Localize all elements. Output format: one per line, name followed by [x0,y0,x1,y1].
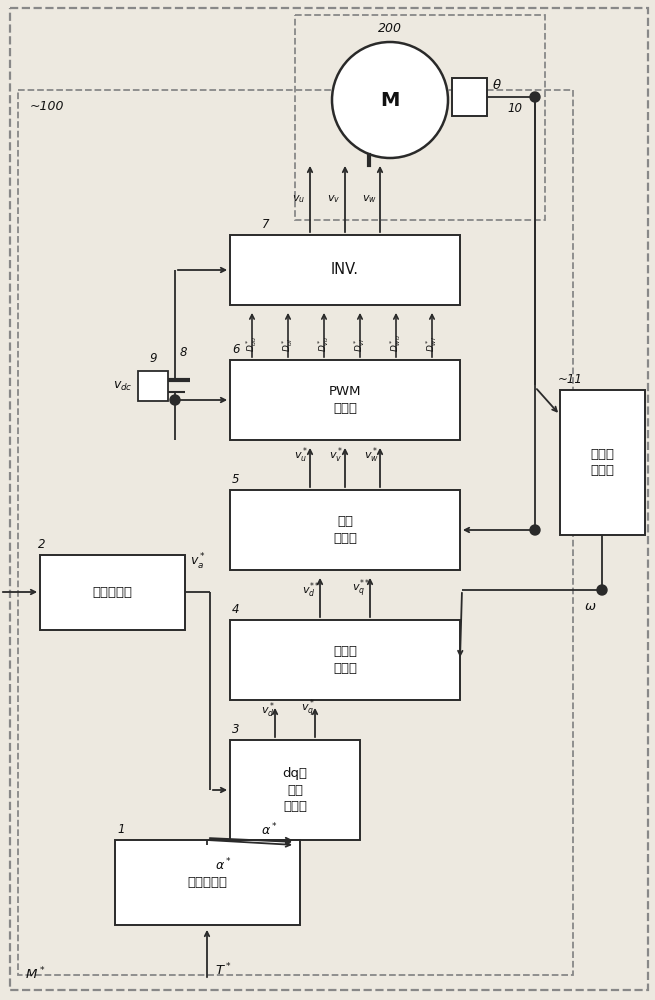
Bar [230,360,460,440]
Text: $D_{ul}^*$: $D_{ul}^*$ [280,337,295,352]
Text: 3: 3 [232,723,240,736]
Text: 稳定化
滤波器: 稳定化 滤波器 [333,645,357,675]
Text: $M^*$: $M^*$ [25,965,45,982]
Text: $v_d^*$: $v_d^*$ [261,700,275,720]
Bar [230,620,460,700]
Bar [295,15,545,220]
Text: $v_d^{**}$: $v_d^{**}$ [302,580,320,600]
Bar [18,90,573,975]
Text: 9: 9 [149,353,157,365]
Bar [230,740,360,840]
Circle shape [597,585,607,595]
Bar [230,490,460,570]
Text: PWM
变换器: PWM 变换器 [329,385,362,415]
Text: $\alpha^*$: $\alpha^*$ [261,822,278,838]
Text: $v_{dc}$: $v_{dc}$ [113,379,133,393]
Text: $D_{wl}^*$: $D_{wl}^*$ [424,336,440,352]
Text: $\alpha^*$: $\alpha^*$ [215,857,232,873]
Text: $v_q^{**}$: $v_q^{**}$ [352,578,370,600]
Text: 相位生成部: 相位生成部 [187,876,227,889]
Text: $\omega$: $\omega$ [584,600,597,613]
Bar [230,235,460,305]
Text: ~11: ~11 [558,373,583,386]
Text: $v_v$: $v_v$ [327,193,340,205]
Text: 4: 4 [232,603,240,616]
Text: $D_{vu}^*$: $D_{vu}^*$ [316,336,331,352]
Text: $v_w^*$: $v_w^*$ [364,445,379,465]
Text: $v_u^*$: $v_u^*$ [294,445,309,465]
Text: 2: 2 [38,538,45,551]
Text: $D_{vl}^*$: $D_{vl}^*$ [352,338,367,352]
Text: $T^*$: $T^*$ [215,961,232,978]
Text: 7: 7 [262,218,269,231]
Text: INV.: INV. [331,262,359,277]
Text: $D_{wu}^*$: $D_{wu}^*$ [388,334,403,352]
Bar [138,371,168,401]
Text: $v_a^*$: $v_a^*$ [190,552,206,572]
Text: 相位
变换器: 相位 变换器 [333,515,357,545]
Text: $v_v^*$: $v_v^*$ [329,445,343,465]
Text: 200: 200 [378,22,402,35]
Bar [452,78,487,116]
Circle shape [170,395,180,405]
Text: 6: 6 [232,343,240,356]
Text: 1: 1 [117,823,124,836]
Text: M: M [381,91,400,109]
Circle shape [530,525,540,535]
Bar [560,390,645,535]
Text: $\theta$: $\theta$ [492,78,502,92]
Text: $v_q^*$: $v_q^*$ [301,698,315,720]
Circle shape [530,92,540,102]
Text: 振幅生成部: 振幅生成部 [92,586,132,599]
Text: $D_{uu}^*$: $D_{uu}^*$ [244,335,259,352]
Text: $v_u$: $v_u$ [292,193,305,205]
Text: 5: 5 [232,473,240,486]
Text: 10: 10 [508,103,523,115]
Bar [40,555,185,630]
Text: $v_w$: $v_w$ [362,193,377,205]
Text: dq轴
电压
变换部: dq轴 电压 变换部 [282,766,307,814]
Text: 8: 8 [180,346,187,359]
Circle shape [332,42,448,158]
Text: 角速度
运算器: 角速度 运算器 [591,448,614,478]
Text: ~100: ~100 [30,100,64,113]
Bar [115,840,300,925]
